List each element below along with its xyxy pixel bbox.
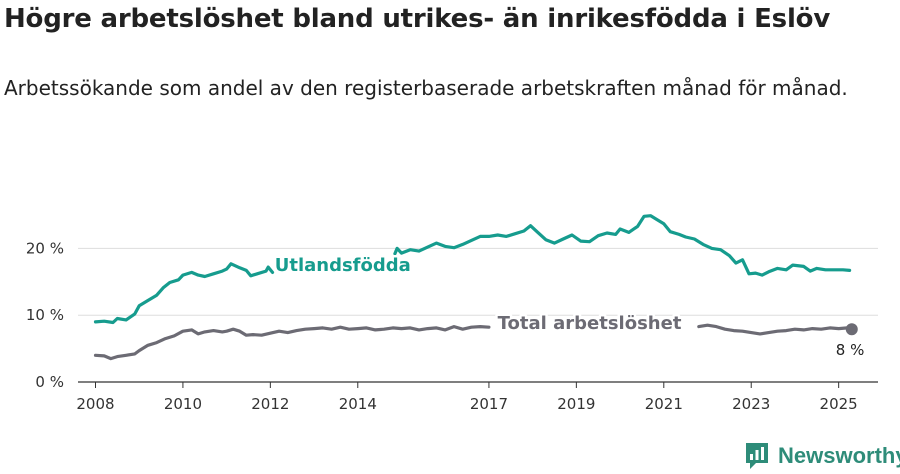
x-tick-label: 2012: [251, 395, 289, 413]
brand: Newsworthy: [744, 440, 900, 472]
x-tick-label: 2017: [470, 395, 508, 413]
brand-name: Newsworthy: [778, 443, 900, 468]
y-tick-label: 10 %: [26, 306, 64, 324]
chart-title: Högre arbetslöshet bland utrikes- än inr…: [4, 4, 831, 34]
y-tick-label: 0 %: [35, 373, 64, 391]
series-line-utlandsf-dda: [393, 214, 852, 277]
end-value-label: 8 %: [836, 341, 865, 359]
x-tick-label: 2025: [820, 395, 858, 413]
chart-subtitle: Arbetssökande som andel av den registerb…: [4, 76, 848, 100]
end-point-marker: [845, 323, 858, 336]
series-label-total-arbetsl-shet: Total arbetslöshet: [498, 313, 682, 334]
series-line-total-arbetsl-shet: [93, 325, 491, 361]
x-tick-label: 2019: [557, 395, 595, 413]
x-tick-label: 2023: [732, 395, 770, 413]
x-tick-label: 2014: [339, 395, 377, 413]
x-tick-label: 2010: [164, 395, 202, 413]
newsworthy-logo-icon: [746, 443, 768, 469]
series-line-utlandsf-dda: [93, 262, 275, 325]
y-tick-label: 20 %: [26, 239, 64, 257]
x-tick-label: 2008: [76, 395, 114, 413]
series-line-total-arbetsl-shet: [697, 323, 854, 336]
series-label-utlandsf-dda: Utlandsfödda: [275, 255, 411, 276]
x-tick-label: 2021: [645, 395, 683, 413]
